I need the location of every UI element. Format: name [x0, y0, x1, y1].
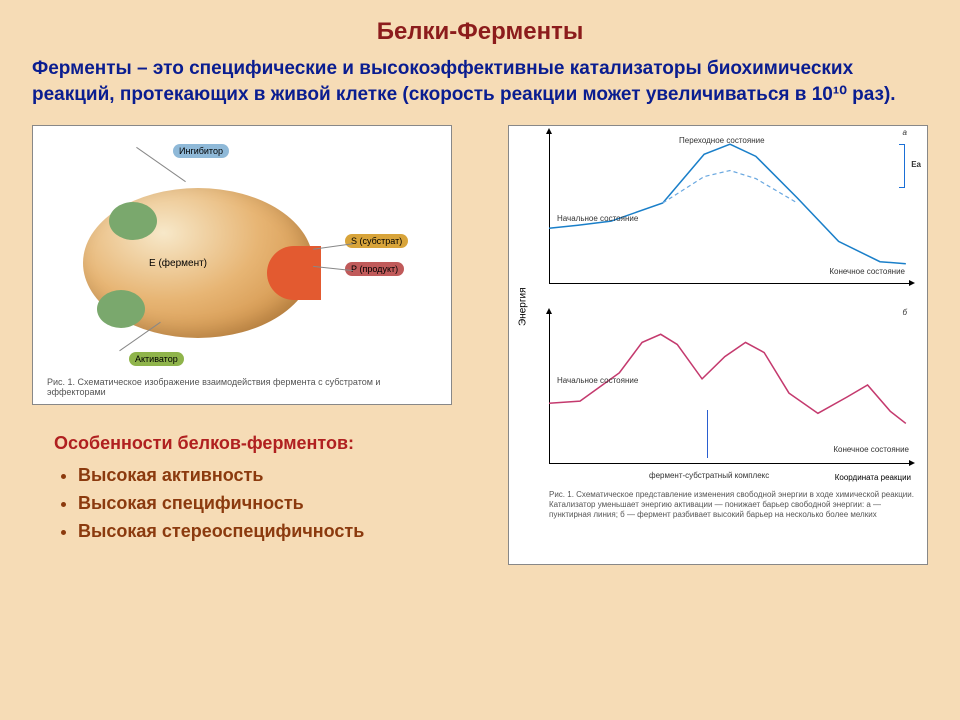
label-complex: фермент-субстратный комплекс [649, 471, 769, 480]
inhibitor-site [109, 202, 157, 240]
label-final: Конечное состояние [829, 267, 905, 276]
features-heading: Особенности белков-ферментов: [54, 433, 482, 454]
right-column: Энергия а Переходное состояние Начальное… [508, 125, 928, 565]
features-list: Высокая активность Высокая специфичность… [78, 462, 482, 546]
enzyme-diagram: Е (фермент) Ингибитор S (субстрат) Р (пр… [32, 125, 452, 405]
label-transition: Переходное состояние [679, 136, 765, 145]
active-site [267, 246, 321, 300]
curve-svg [549, 312, 911, 464]
enzyme-caption: Рис. 1. Схематическое изображение взаимо… [47, 377, 437, 399]
curve-svg [549, 132, 911, 284]
content-row: Е (фермент) Ингибитор S (субстрат) Р (пр… [32, 125, 928, 565]
activator-site [97, 290, 145, 328]
left-column: Е (фермент) Ингибитор S (субстрат) Р (пр… [32, 125, 482, 546]
label-ea: Еа [911, 160, 921, 169]
label-inhibitor: Ингибитор [173, 144, 229, 158]
intro-paragraph: Ферменты – это специфические и высокоэфф… [32, 56, 928, 107]
x-axis-label: Координата реакции [835, 473, 911, 482]
label-enzyme: Е (фермент) [143, 256, 213, 271]
label-final-b: Конечное состояние [833, 445, 909, 454]
label-product: Р (продукт) [345, 262, 404, 276]
energy-diagram: Энергия а Переходное состояние Начальное… [508, 125, 928, 565]
slide-title: Белки-Ферменты [32, 18, 928, 46]
label-initial: Начальное состояние [557, 214, 638, 223]
feature-item: Высокая стереоспецифичность [78, 518, 482, 546]
arrow [707, 410, 708, 458]
label-activator: Активатор [129, 352, 184, 366]
label-substrate: S (субстрат) [345, 234, 408, 248]
energy-caption: Рис. 1. Схематическое представление изме… [509, 486, 927, 528]
feature-item: Высокая специфичность [78, 490, 482, 518]
curve-solid [549, 144, 906, 264]
label-initial-b: Начальное состояние [557, 376, 638, 385]
ea-bracket [899, 144, 905, 188]
curve-dashed [663, 171, 797, 203]
energy-panel-b: б Начальное состояние фермент-субстратны… [509, 306, 927, 486]
energy-panel-a: а Переходное состояние Начальное состоян… [509, 126, 927, 306]
slide: Белки-Ферменты Ферменты – это специфичес… [0, 0, 960, 720]
feature-item: Высокая активность [78, 462, 482, 490]
